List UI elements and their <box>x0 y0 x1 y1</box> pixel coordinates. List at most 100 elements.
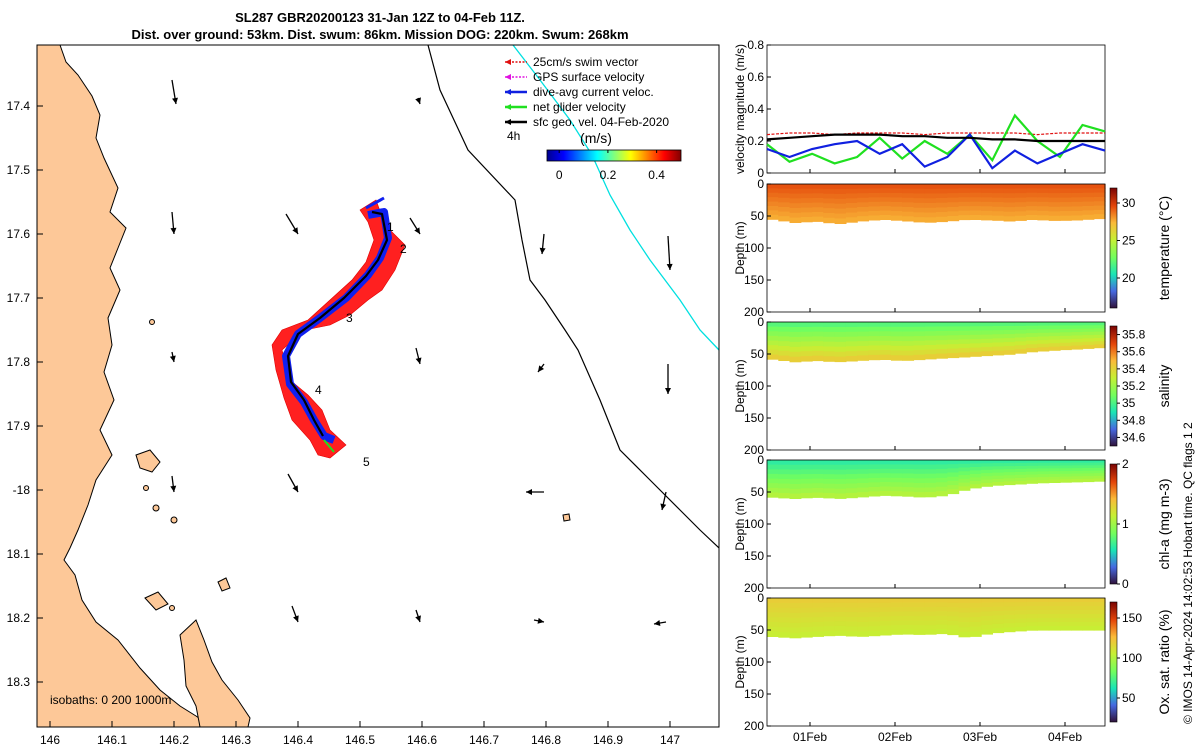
profile-cell <box>834 188 847 195</box>
profile-ylabel: Depth (m) <box>733 221 747 274</box>
profile-cell <box>823 488 836 494</box>
profile-cell <box>1071 622 1084 627</box>
profile-cell <box>1093 205 1106 211</box>
profile-cell <box>868 340 881 347</box>
profile-cell <box>1093 465 1106 469</box>
profile-cell <box>857 626 869 633</box>
profile-cell <box>1048 339 1061 344</box>
legend-label: dive-avg current veloc. <box>533 85 654 99</box>
map-x-axis: 146 146.1 146.2 146.3 146.4 146.5 146.6 146.7 14… <box>40 721 680 747</box>
profile-cell <box>947 480 960 486</box>
profile-cell <box>981 620 993 626</box>
profile-cell <box>958 322 971 327</box>
profile-y-tick-label: 100 <box>744 517 764 531</box>
profile-cell <box>789 322 802 328</box>
profile-cell <box>789 632 802 639</box>
profile-cell <box>958 192 971 198</box>
colorbar-tick-label: 25 <box>1122 234 1136 248</box>
profile-cell <box>868 193 881 199</box>
profile-cell <box>958 612 971 618</box>
profile-cell <box>778 627 791 633</box>
profile-cell <box>890 602 903 608</box>
profile-cell <box>879 625 892 631</box>
profile-cell <box>1048 206 1061 212</box>
islet <box>152 504 160 512</box>
profile-cell <box>868 482 881 488</box>
profile-cell <box>890 491 903 497</box>
profile-y-tick-label: 50 <box>751 623 765 637</box>
profile-cell <box>924 629 937 635</box>
profile-cell <box>834 483 847 490</box>
profile-cell <box>1071 470 1084 475</box>
profile-cell <box>1082 214 1095 220</box>
profile-cell <box>1026 329 1038 334</box>
profile-cell <box>767 206 779 211</box>
profile-cell <box>1082 462 1095 466</box>
profile-cell <box>981 616 993 622</box>
profile-cell <box>800 493 813 499</box>
profile-cell <box>890 464 903 470</box>
profile-cell <box>1026 474 1038 478</box>
profile-cell <box>981 330 993 336</box>
profile-cell <box>981 338 993 344</box>
profile-cell <box>913 625 926 631</box>
profile-cell <box>789 607 802 614</box>
profile-cell <box>789 336 802 343</box>
profile-cell <box>823 612 836 618</box>
profile-cell <box>992 606 1005 612</box>
profile-cell <box>947 625 960 631</box>
profile-cell <box>1048 460 1061 464</box>
profile-cell <box>800 217 813 223</box>
profile-cell <box>868 326 881 332</box>
profile-cell <box>834 213 847 220</box>
profile-cell <box>778 326 791 333</box>
profile-colorbar <box>1109 325 1118 447</box>
profile-cell <box>1093 344 1106 349</box>
profile-cell <box>834 616 847 622</box>
profile-cell <box>1059 346 1072 351</box>
profile-cell <box>767 469 779 475</box>
map-y-axis: 17.4 17.5 17.6 17.7 17.8 17.9 -18 18.1 18.2 18.3 <box>7 99 43 689</box>
profile-cell <box>857 211 869 217</box>
profile-cell <box>936 335 948 341</box>
profile-cell <box>1014 460 1027 464</box>
profile-cell <box>845 356 858 362</box>
profile-cell <box>879 616 892 622</box>
profile-cell <box>800 346 813 352</box>
profile-cell <box>1037 192 1050 198</box>
profile-cell <box>1037 474 1050 478</box>
profile-cell <box>1037 329 1050 334</box>
profile-cell <box>1071 342 1084 347</box>
profile-cell <box>969 201 982 207</box>
profile-cell <box>778 469 791 475</box>
surface-velocity-arrowhead <box>665 388 671 394</box>
colorbar-tick-label: 0.2 <box>600 168 617 182</box>
legend-arrowhead <box>505 89 511 95</box>
profile-cell <box>823 626 836 632</box>
profile-cell <box>947 193 960 199</box>
profile-cell <box>1014 598 1027 603</box>
profile-cell <box>845 626 858 632</box>
profile-cell <box>902 202 915 208</box>
profile-cell <box>845 612 858 618</box>
profile-cell <box>924 203 937 209</box>
profile-cell <box>868 491 881 497</box>
profile-cell <box>1059 211 1072 217</box>
profile-cell <box>868 206 881 212</box>
profile-cell <box>823 217 836 224</box>
map-y-tick-label: 18.1 <box>7 547 31 561</box>
profile-cell <box>913 217 926 223</box>
map-x-tick-label: 146.1 <box>97 733 127 747</box>
profile-cell <box>890 477 903 483</box>
profile-cell <box>767 464 779 470</box>
profile-cell <box>1037 347 1050 352</box>
profile-cell <box>1048 211 1061 217</box>
profile-cell <box>812 216 824 222</box>
profile-cell <box>1037 188 1050 194</box>
profile-colorbar-label: Ox. sat. ratio (%) <box>1156 609 1172 714</box>
profile-cell <box>800 207 813 213</box>
profile-cell <box>778 207 791 213</box>
profile-cell <box>1003 610 1016 616</box>
profile-cell <box>936 344 948 350</box>
